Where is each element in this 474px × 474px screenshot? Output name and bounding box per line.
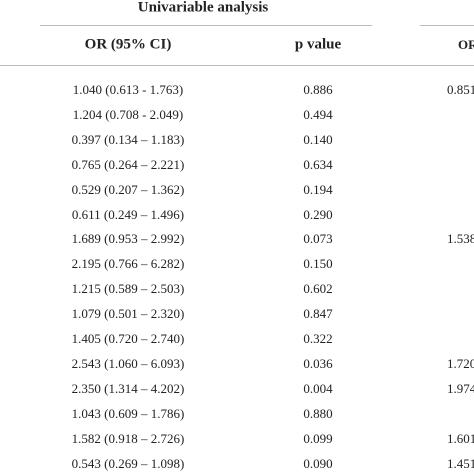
p-value: 0.194 <box>303 181 333 197</box>
or-ci: 0.611 (0.249 – 1.496) <box>71 206 185 222</box>
p-value: 0.494 <box>303 106 333 122</box>
or-ci: 1.043 (0.609 – 1.786) <box>71 405 185 421</box>
p-value: 0.880 <box>303 405 333 421</box>
p-value: 0.099 <box>303 430 333 446</box>
next-or: 1.720 <box>447 355 474 371</box>
or-ci: 1.204 (0.708 - 2.049) <box>72 106 184 122</box>
next-or: 1.538 <box>447 231 474 247</box>
or-ci: 2.543 (1.060 – 6.093) <box>71 355 185 371</box>
p-value: 0.073 <box>303 231 333 247</box>
column-header: p value <box>294 36 342 53</box>
group-title: Univariable analysis <box>137 0 269 16</box>
p-value: 0.290 <box>303 206 333 222</box>
next-or: 0.851 <box>447 82 474 97</box>
p-value: 0.150 <box>303 256 333 272</box>
or-ci: 1.582 (0.918 – 2.726) <box>71 430 185 446</box>
or-ci: 0.765 (0.264 – 2.221) <box>71 156 185 172</box>
or-ci: 0.397 (0.134 – 1.183) <box>71 131 185 147</box>
p-value: 0.886 <box>303 82 333 97</box>
p-value: 0.634 <box>303 156 333 172</box>
group-rule <box>40 25 372 26</box>
next-or: 1.601 <box>447 430 474 446</box>
or-ci: 2.350 (1.314 – 4.202) <box>71 380 185 396</box>
p-value: 0.090 <box>303 455 333 471</box>
or-ci: 0.529 (0.207 – 1.362) <box>71 181 185 197</box>
or-ci: 1.689 (0.953 – 2.992) <box>71 231 185 247</box>
or-ci: 1.040 (0.613 - 1.763) <box>72 82 184 97</box>
column-header: OR (95% CI) <box>84 36 172 53</box>
or-ci: 0.543 (0.269 – 1.098) <box>71 455 185 471</box>
or-ci: 1.079 (0.501 – 2.320) <box>71 306 185 322</box>
column-header: OR <box>458 37 474 52</box>
p-value: 0.140 <box>303 131 333 147</box>
header-rule <box>0 65 474 66</box>
p-value: 0.602 <box>303 281 333 297</box>
p-value: 0.004 <box>303 380 333 396</box>
group-rule <box>420 25 474 26</box>
p-value: 0.036 <box>303 355 333 371</box>
next-or: 1.451 <box>447 455 474 471</box>
next-or: 1.974 <box>447 380 474 396</box>
or-ci: 1.405 (0.720 – 2.740) <box>71 331 185 346</box>
p-value: 0.847 <box>303 306 333 322</box>
or-ci: 2.195 (0.766 – 6.282) <box>71 256 185 272</box>
p-value: 0.322 <box>303 331 333 346</box>
or-ci: 1.215 (0.589 – 2.503) <box>71 281 185 297</box>
